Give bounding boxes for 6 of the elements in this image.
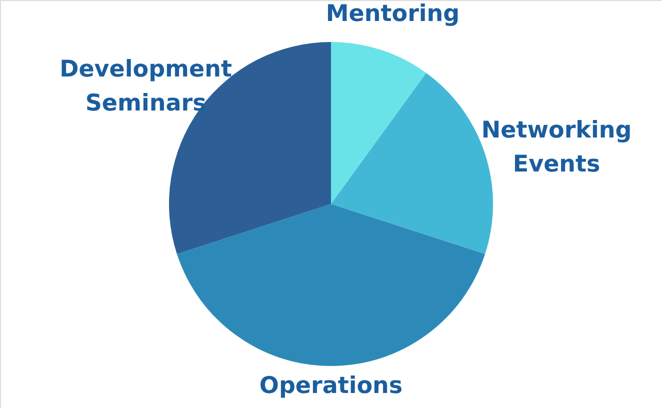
slice-label: Development Seminars <box>60 56 232 116</box>
slice-label: Networking Events <box>481 118 632 178</box>
slice-label: Operations <box>259 373 403 399</box>
pie-slice <box>176 204 486 366</box>
slice-label: Mentoring <box>326 0 460 27</box>
pie-slice <box>331 42 426 204</box>
